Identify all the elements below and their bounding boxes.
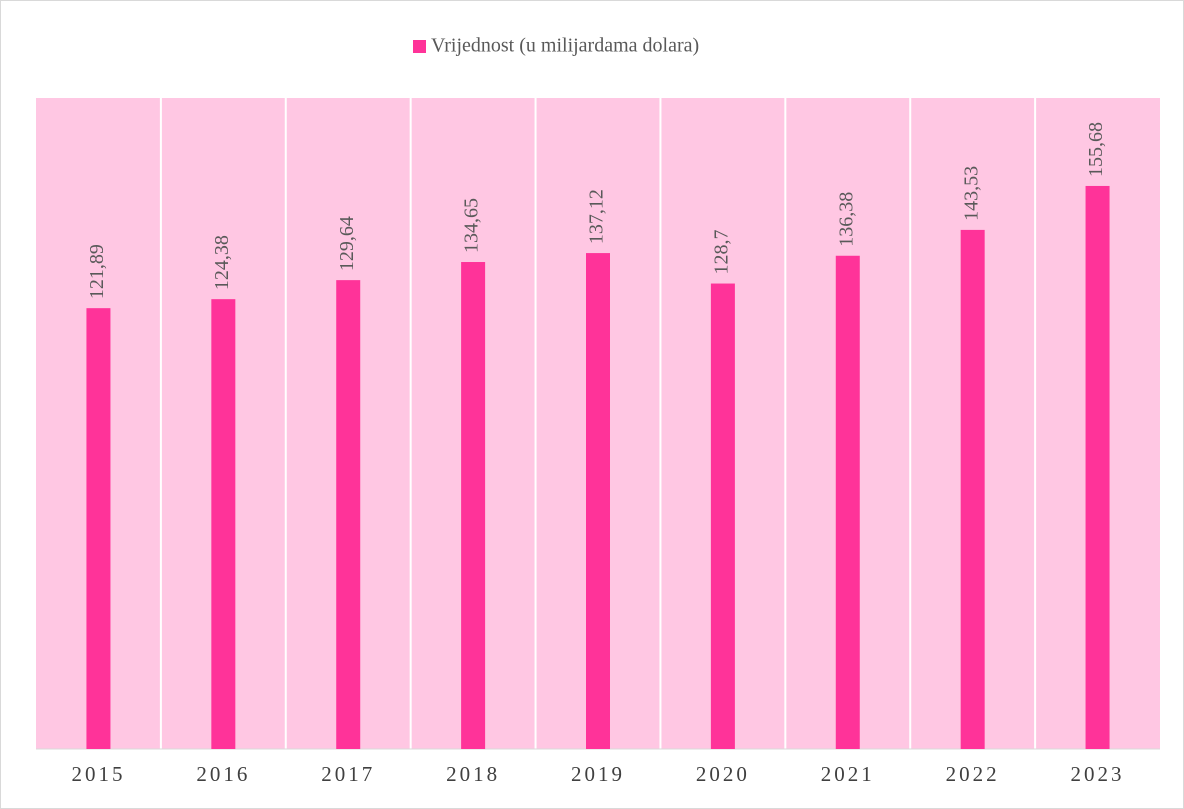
x-tick-label: 2017 (321, 762, 375, 786)
data-label: 129,64 (336, 216, 358, 271)
data-label: 155,68 (1085, 122, 1107, 177)
data-label: 134,65 (461, 198, 483, 253)
bar (461, 262, 486, 749)
bar (211, 299, 236, 749)
bar (1085, 185, 1110, 749)
data-label: 121,89 (86, 244, 108, 299)
x-tick-label: 2022 (946, 762, 1000, 786)
legend-swatch (413, 40, 426, 53)
bar (835, 255, 860, 749)
x-tick-label: 2019 (571, 762, 625, 786)
x-tick-label: 2021 (821, 762, 875, 786)
x-tick-label: 2016 (196, 762, 250, 786)
x-tick-label: 2020 (696, 762, 750, 786)
data-label: 136,38 (835, 192, 857, 247)
data-label: 143,53 (960, 166, 982, 221)
x-tick-label: 2018 (446, 762, 500, 786)
bar (960, 229, 985, 749)
data-label: 124,38 (211, 235, 233, 290)
data-label: 128,7 (710, 230, 732, 275)
data-label: 137,12 (586, 189, 608, 244)
x-tick-label: 2015 (71, 762, 125, 786)
legend-label: Vrijednost (u milijardama dolara) (431, 35, 699, 57)
bar (710, 283, 735, 749)
x-tick-label: 2023 (1071, 762, 1125, 786)
bar (86, 308, 111, 749)
bar (586, 253, 610, 749)
bar (336, 280, 361, 749)
